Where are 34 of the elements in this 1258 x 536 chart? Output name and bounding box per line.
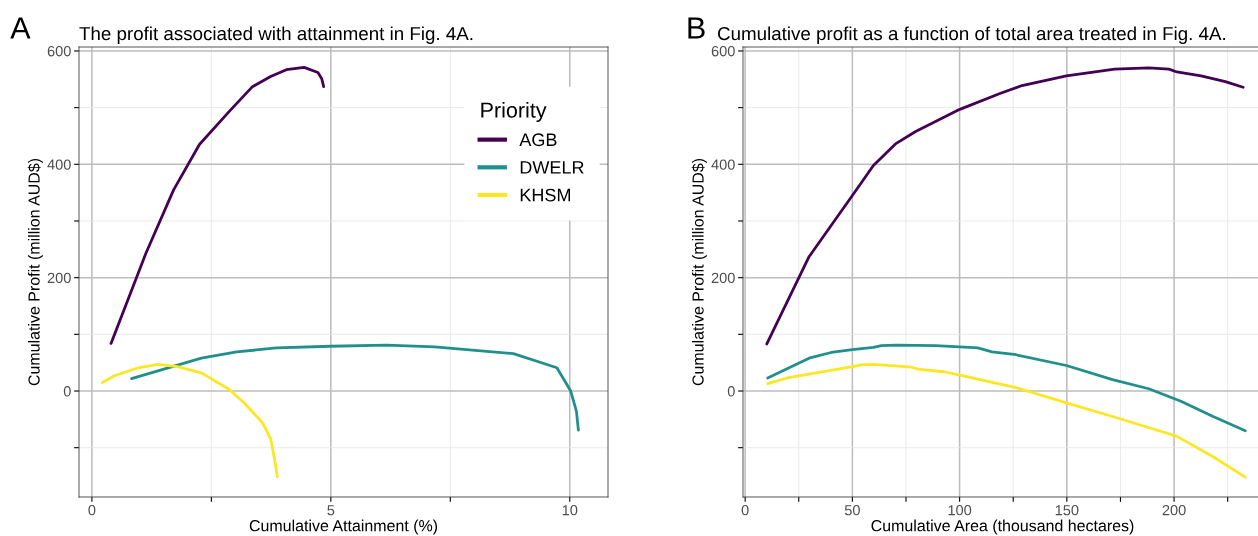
legend-label: KHSM <box>520 188 571 202</box>
chart-title: Cumulative profit as a function of total area treated in Fig. 4A. <box>718 26 1225 44</box>
legend-title: Priority <box>481 101 547 123</box>
x-axis-title: Cumulative Area (thousand hectares) <box>871 519 1134 535</box>
line-series <box>766 362 1247 479</box>
line-series <box>109 66 326 345</box>
y-tick-label: 600 <box>47 46 71 57</box>
y-axis-title: Cumulative Profit (million AUD$) <box>691 158 707 386</box>
y-axis-title: Cumulative Profit (million AUD$) <box>27 158 43 386</box>
x-axis-title: Cumulative Attainment (%) <box>249 519 438 535</box>
line-series <box>766 343 1247 433</box>
x-tick-label: 10 <box>562 505 578 516</box>
line-series <box>765 66 1245 346</box>
line-series <box>130 343 580 432</box>
text: B <box>688 17 705 39</box>
x-tick-label: 150 <box>1055 505 1079 516</box>
line-series <box>101 362 279 478</box>
text: A <box>10 17 31 39</box>
x-tick-label: 50 <box>844 505 860 516</box>
y-tick-label: 200 <box>711 272 735 284</box>
legend-label: AGB <box>519 133 557 147</box>
y-tick-label: 400 <box>711 159 735 170</box>
x-tick-label: 200 <box>1162 505 1186 516</box>
x-tick-label: 0 <box>741 505 749 516</box>
y-tick-label: 0 <box>727 386 735 397</box>
y-tick-label: 600 <box>711 46 735 57</box>
y-tick-label: 0 <box>63 386 71 397</box>
x-tick-label: 5 <box>327 505 335 516</box>
chart-title: The profit associated with attainment in Fig. 4A. <box>79 26 473 44</box>
y-tick-label: 200 <box>47 272 71 284</box>
y-tick-label: 400 <box>47 159 71 170</box>
x-tick-label: 100 <box>948 505 972 516</box>
x-tick-label: 0 <box>88 505 96 516</box>
legend-label: DWELR <box>520 161 584 174</box>
